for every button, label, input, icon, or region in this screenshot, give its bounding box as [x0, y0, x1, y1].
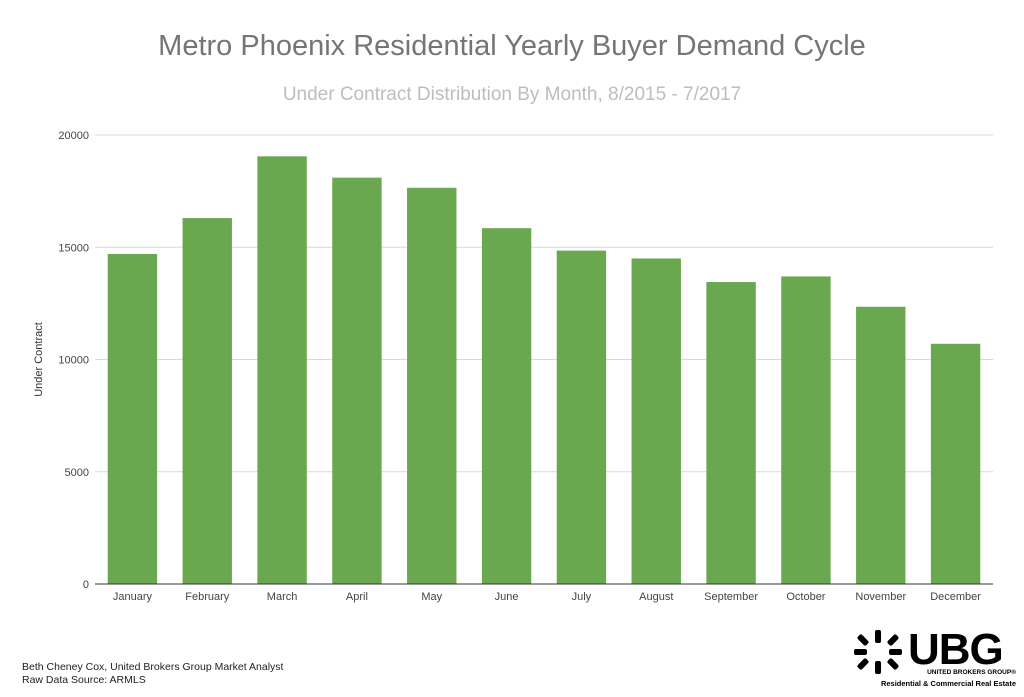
logo-tagline: Residential & Commercial Real Estate — [880, 679, 1016, 688]
x-tick-label: February — [185, 591, 230, 603]
bar — [631, 258, 681, 584]
x-tick-label: July — [572, 591, 592, 603]
analyst-credit: Beth Cheney Cox, United Brokers Group Ma… — [22, 661, 284, 673]
y-axis-label: Under Contract — [33, 322, 45, 397]
y-tick-label: 20000 — [58, 130, 89, 142]
x-tick-label: May — [421, 591, 442, 603]
ubg-logo: UBG UNITED BROKERS GROUP® Residential & … — [848, 626, 1016, 690]
bar — [856, 306, 906, 584]
y-tick-label: 0 — [83, 579, 89, 591]
bar — [257, 156, 307, 584]
bar — [332, 177, 382, 584]
bar — [781, 276, 831, 584]
x-tick-label: December — [930, 591, 981, 603]
logo-wordmark: UBG — [908, 625, 1004, 674]
bar — [407, 187, 457, 584]
x-tick-label: January — [113, 591, 153, 603]
ubg-emblem-icon — [854, 630, 902, 674]
chart-subtitle: Under Contract Distribution By Month, 8/… — [282, 84, 742, 105]
bar — [930, 343, 981, 584]
x-tick-label: November — [855, 591, 906, 603]
x-tick-label: April — [346, 591, 368, 603]
x-tick-label: September — [704, 591, 758, 603]
y-tick-label: 15000 — [58, 242, 89, 254]
bar — [107, 253, 158, 585]
bar — [706, 282, 756, 584]
x-tick-label: March — [267, 591, 298, 603]
x-tick-label: October — [786, 591, 825, 603]
y-tick-label: 10000 — [58, 355, 89, 367]
x-tick-label: August — [639, 591, 673, 603]
bar — [556, 250, 607, 584]
bar — [481, 228, 532, 585]
logo-company-name: UNITED BROKERS GROUP® — [927, 669, 1016, 676]
data-source-credit: Raw Data Source: ARMLS — [22, 674, 146, 686]
x-tick-label: June — [495, 591, 519, 603]
y-tick-label: 5000 — [65, 467, 89, 479]
bar — [182, 218, 232, 584]
chart-title: Metro Phoenix Residential Yearly Buyer D… — [158, 30, 866, 62]
